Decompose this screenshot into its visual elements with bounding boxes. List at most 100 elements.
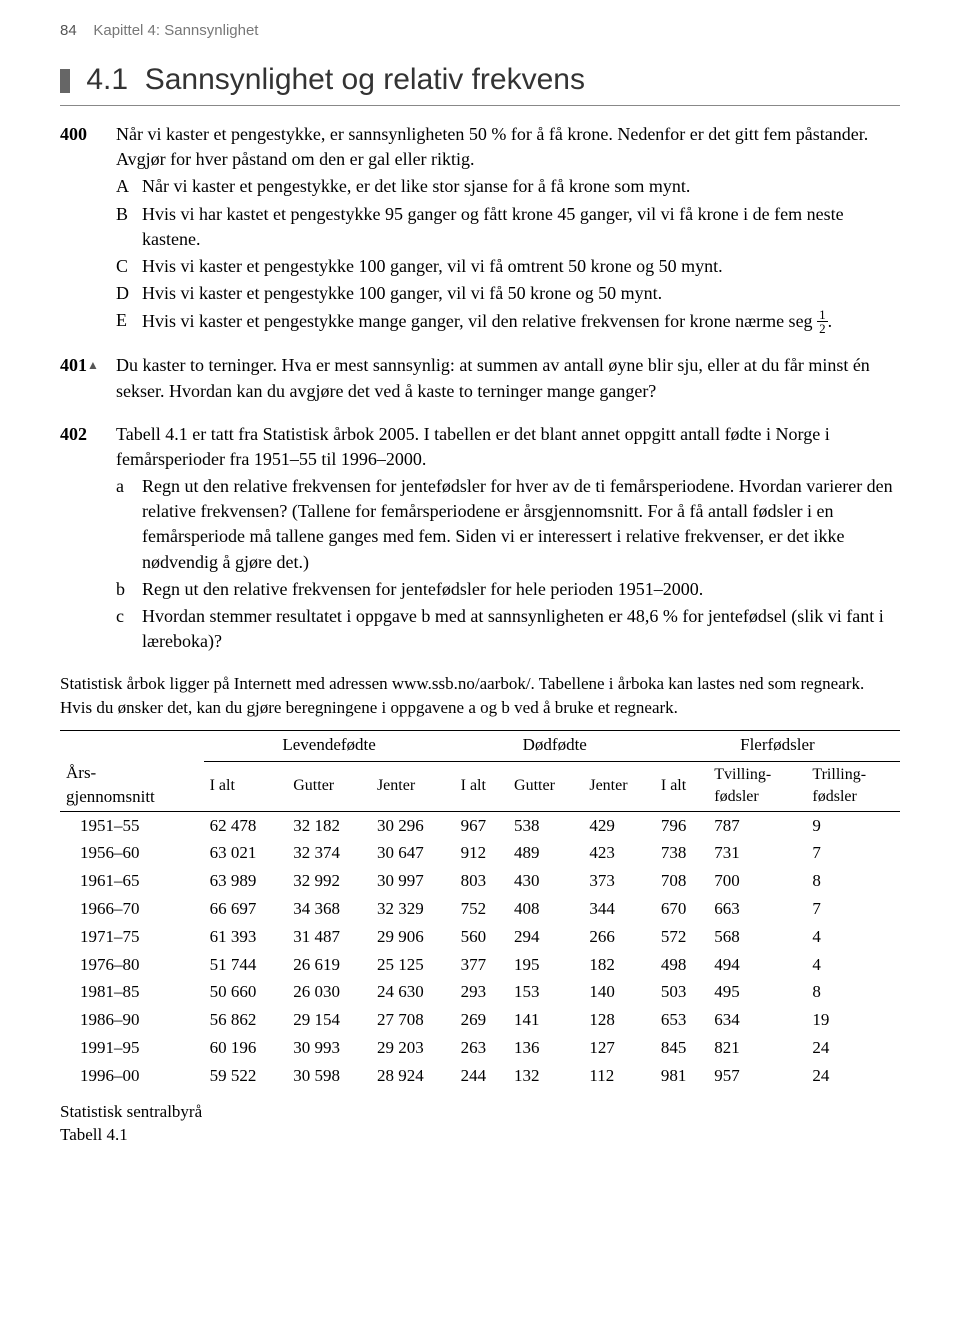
table-cell: 269 <box>455 1006 508 1034</box>
section-name: Sannsynlighet og relativ frekvens <box>145 63 585 96</box>
row-header-b: gjennomsnitt <box>66 787 155 806</box>
exercise-body: Når vi kaster et pengestykke, er sannsyn… <box>116 122 900 337</box>
col-d-jenter: Jenter <box>583 761 655 811</box>
table-cell: 128 <box>583 1006 655 1034</box>
sub-label: a <box>116 474 142 575</box>
exercise-number: 402 <box>60 422 116 657</box>
col-d-ialt: I alt <box>455 761 508 811</box>
table-cell: 27 708 <box>371 1006 455 1034</box>
table-row: 1956–6063 02132 37430 647912489423738731… <box>60 839 900 867</box>
table-cell: 429 <box>583 811 655 839</box>
table-row: 1966–7066 69734 36832 329752408344670663… <box>60 895 900 923</box>
sub-text: Regn ut den relative frekvensen for jent… <box>142 577 900 602</box>
table-cell: 981 <box>655 1062 708 1090</box>
table-cell: 8 <box>806 978 900 1006</box>
table-row: 1951–5562 47832 18230 296967538429796787… <box>60 811 900 839</box>
triangle-icon: ▲ <box>87 358 99 372</box>
table-cell: 1981–85 <box>60 978 204 1006</box>
table-row: 1986–9056 86229 15427 708269141128653634… <box>60 1006 900 1034</box>
subquestion-b: b Regn ut den relative frekvensen for je… <box>116 577 900 602</box>
table-cell: 1971–75 <box>60 923 204 951</box>
table-cell: 29 154 <box>287 1006 371 1034</box>
table-cell: 28 924 <box>371 1062 455 1090</box>
table-header: Års- gjennomsnitt Levendefødte Dødfødte … <box>60 730 900 811</box>
table-cell: 140 <box>583 978 655 1006</box>
table-cell: 30 647 <box>371 839 455 867</box>
table-cell: 19 <box>806 1006 900 1034</box>
table-cell: 423 <box>583 839 655 867</box>
page-header: 84 Kapittel 4: Sannsynlighet <box>60 20 900 41</box>
table-cell: 63 989 <box>204 867 288 895</box>
table-cell: 244 <box>455 1062 508 1090</box>
table-cell: 912 <box>455 839 508 867</box>
table-cell: 8 <box>806 867 900 895</box>
table-cell: 293 <box>455 978 508 1006</box>
table-row: 1981–8550 66026 03024 630293153140503495… <box>60 978 900 1006</box>
table-cell: 796 <box>655 811 708 839</box>
table-cell: 294 <box>508 923 583 951</box>
statement-list: A Når vi kaster et pengestykke, er det l… <box>116 174 900 335</box>
table-cell: 263 <box>455 1034 508 1062</box>
table-cell: 30 993 <box>287 1034 371 1062</box>
table-cell: 538 <box>508 811 583 839</box>
exercise-401: 401▲ Du kaster to terninger. Hva er mest… <box>60 353 900 405</box>
subquestion-c: c Hvordan stemmer resultatet i oppgave b… <box>116 604 900 654</box>
table-cell: 25 125 <box>371 951 455 979</box>
table-cell: 51 744 <box>204 951 288 979</box>
table-cell: 59 522 <box>204 1062 288 1090</box>
section-title: 4.1 Sannsynlighet og relativ frekvens <box>60 59 900 106</box>
table-cell: 56 862 <box>204 1006 288 1034</box>
exercise-text: Du kaster to terninger. Hva er mest sann… <box>116 353 900 403</box>
statement-text-b: . <box>828 311 833 331</box>
table-cell: 34 368 <box>287 895 371 923</box>
births-table: Års- gjennomsnitt Levendefødte Dødfødte … <box>60 730 900 1090</box>
table-cell: 568 <box>708 923 806 951</box>
col-l-gutter: Gutter <box>287 761 371 811</box>
table-cell: 26 619 <box>287 951 371 979</box>
table-cell: 377 <box>455 951 508 979</box>
table-cell: 29 203 <box>371 1034 455 1062</box>
table-cell: 408 <box>508 895 583 923</box>
statement-D: D Hvis vi kaster et pengestykke 100 gang… <box>116 281 900 306</box>
group-dodfodte: Dødfødte <box>455 730 655 761</box>
exercise-intro: Tabell 4.1 er tatt fra Statistisk årbok … <box>116 422 900 472</box>
col-l-ialt: I alt <box>204 761 288 811</box>
frac-den: 2 <box>817 322 828 335</box>
table-cell: 195 <box>508 951 583 979</box>
table-cell: 66 697 <box>204 895 288 923</box>
statement-text: Hvis vi kaster et pengestykke mange gang… <box>142 308 900 335</box>
table-cell: 787 <box>708 811 806 839</box>
fraction-half: 12 <box>817 308 828 335</box>
statement-label: D <box>116 281 142 306</box>
col-tv-a: Tvilling- <box>714 766 771 783</box>
table-cell: 30 997 <box>371 867 455 895</box>
table-row: 1976–8051 74426 61925 125377195182498494… <box>60 951 900 979</box>
table-cell: 30 296 <box>371 811 455 839</box>
statement-E: E Hvis vi kaster et pengestykke mange ga… <box>116 308 900 335</box>
statement-text: Hvis vi har kastet et pengestykke 95 gan… <box>142 202 900 252</box>
col-f-trilling: Trilling- fødsler <box>806 761 900 811</box>
table-cell: 1996–00 <box>60 1062 204 1090</box>
col-tv-b: fødsler <box>714 788 758 805</box>
table-cell: 1976–80 <box>60 951 204 979</box>
table-cell: 1991–95 <box>60 1034 204 1062</box>
table-cell: 7 <box>806 895 900 923</box>
table-cell: 7 <box>806 839 900 867</box>
table-cell: 1986–90 <box>60 1006 204 1034</box>
table-cell: 32 182 <box>287 811 371 839</box>
table-row: 1971–7561 39331 48729 906560294266572568… <box>60 923 900 951</box>
table-cell: 670 <box>655 895 708 923</box>
exercise-number-text: 401 <box>60 355 87 375</box>
table-cell: 344 <box>583 895 655 923</box>
col-f-ialt: I alt <box>655 761 708 811</box>
table-cell: 4 <box>806 923 900 951</box>
table-cell: 489 <box>508 839 583 867</box>
source-line-b: Tabell 4.1 <box>60 1125 128 1144</box>
col-d-gutter: Gutter <box>508 761 583 811</box>
table-cell: 24 630 <box>371 978 455 1006</box>
table-cell: 708 <box>655 867 708 895</box>
statement-C: C Hvis vi kaster et pengestykke 100 gang… <box>116 254 900 279</box>
table-cell: 24 <box>806 1034 900 1062</box>
statement-label: B <box>116 202 142 252</box>
section-tab <box>60 69 70 93</box>
